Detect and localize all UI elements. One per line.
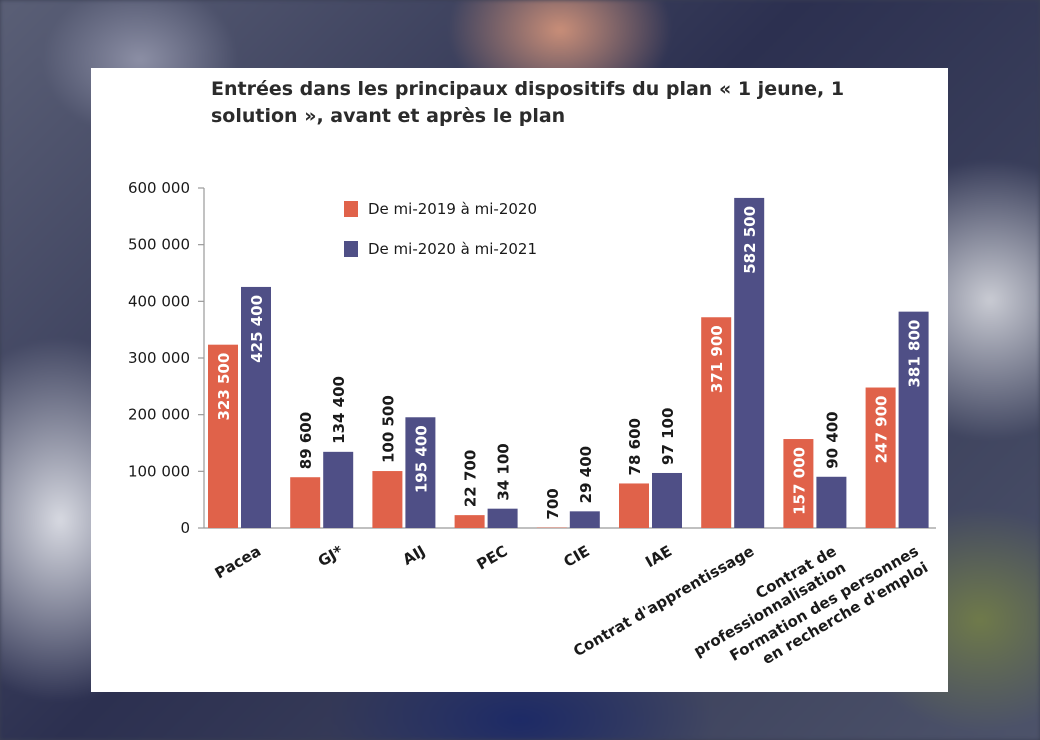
x-tick-label: IAE (642, 542, 675, 571)
bar-2020-2021 (323, 451, 354, 528)
data-label: 89 600 (297, 412, 315, 469)
y-tick-label: 100 000 (128, 462, 190, 480)
data-label: 157 000 (790, 447, 808, 515)
data-label: 100 500 (379, 395, 397, 463)
bar-2020-2021 (734, 197, 765, 528)
x-tick-label: PEC (474, 542, 511, 574)
data-label: 582 500 (741, 206, 759, 274)
bar-2020-2021 (405, 417, 436, 528)
bar-2019-2020 (619, 483, 649, 528)
data-label: 22 700 (462, 450, 480, 507)
bar-2019-2020 (290, 477, 321, 528)
data-label: 700 (544, 488, 562, 519)
bar-2019-2020 (865, 387, 896, 528)
x-tick-label: Pacea (212, 542, 264, 583)
y-tick-label: 0 (180, 519, 190, 537)
y-tick-label: 300 000 (128, 349, 190, 367)
bar-2020-2021 (241, 286, 271, 528)
bar-2020-2021 (898, 311, 929, 528)
bar-2019-2020 (783, 439, 814, 528)
bar-2020-2021 (569, 511, 600, 528)
data-label: 323 500 (215, 353, 233, 421)
data-label: 425 400 (248, 295, 266, 363)
bar-2019-2020 (372, 471, 403, 528)
bar-2019-2020 (454, 515, 485, 528)
bar-2019-2020 (208, 344, 238, 528)
y-tick-label: 500 000 (128, 236, 190, 254)
data-label: 381 800 (906, 320, 924, 388)
bar-2020-2021 (816, 476, 847, 528)
x-tick-label: CIE (561, 542, 593, 571)
legend-swatch (344, 241, 358, 257)
legend-label: De mi-2019 à mi-2020 (368, 200, 537, 218)
data-label: 247 900 (873, 396, 891, 464)
y-tick-label: 600 000 (128, 179, 190, 197)
x-tick-label: GJ* (315, 542, 346, 571)
bar-2020-2021 (487, 508, 518, 528)
data-label: 34 100 (495, 443, 513, 500)
y-tick-label: 200 000 (128, 406, 190, 424)
bar-chart: 0 100 000 200 000 300 000 400 000 500 000 600 … (128, 179, 936, 668)
legend-swatch (344, 201, 358, 217)
bar-2019-2020 (701, 317, 732, 528)
data-label: 195 400 (412, 425, 430, 493)
chart-title: Entrées dans les principaux dispositifs … (211, 78, 845, 127)
legend-label: De mi-2020 à mi-2021 (368, 240, 537, 258)
bar-2020-2021 (652, 472, 682, 528)
data-label: 134 400 (330, 376, 348, 444)
data-label: 78 600 (626, 418, 644, 475)
y-tick-label: 400 000 (128, 292, 190, 310)
data-label: 97 100 (659, 408, 677, 465)
chart-card: Entrées dans les principaux dispositifs … (91, 68, 948, 692)
x-tick-label: AIJ (400, 542, 429, 569)
data-label: 90 400 (823, 411, 841, 468)
data-label: 29 400 (577, 446, 595, 503)
data-label: 371 900 (708, 325, 726, 393)
